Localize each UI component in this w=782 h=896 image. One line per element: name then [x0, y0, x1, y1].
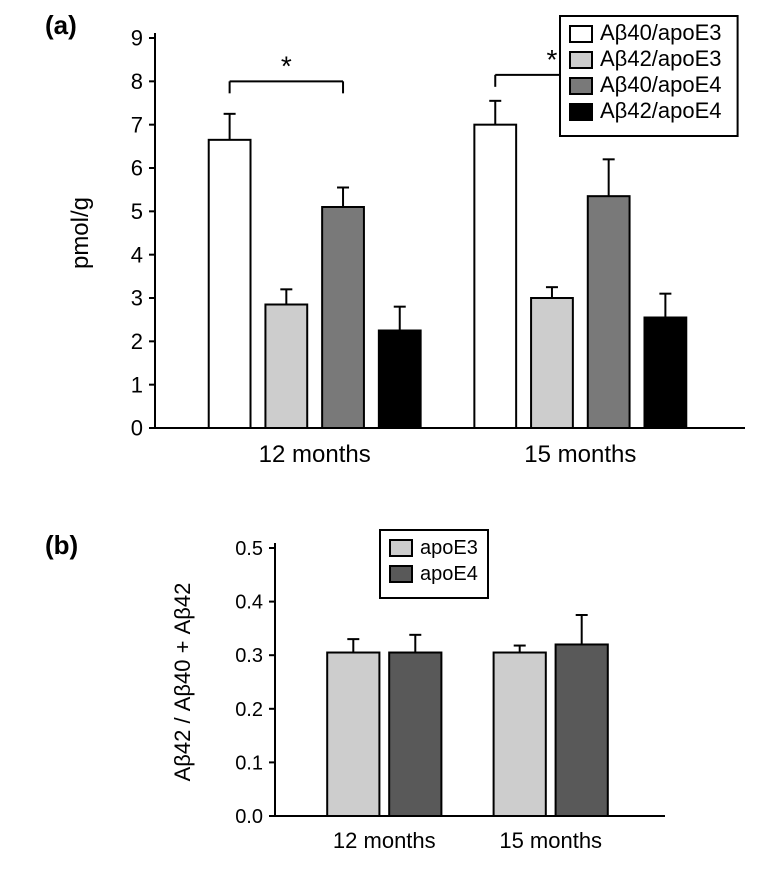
bar	[379, 331, 421, 429]
category-label: 15 months	[524, 441, 636, 468]
bar	[644, 318, 686, 429]
y-tick-label: 2	[131, 329, 143, 354]
y-tick-label: 3	[131, 286, 143, 311]
y-tick-label: 5	[131, 199, 143, 224]
legend-swatch	[570, 104, 592, 120]
bar	[474, 125, 516, 428]
legend-label: Aβ40/apoE4	[600, 72, 722, 97]
legend-label: Aβ42/apoE3	[600, 46, 722, 71]
panel-a-chart: (a) 0 1 2 3 4 5 6 7 8 9 pmol/g 12 months 15 months * * A…	[40, 8, 760, 498]
legend-label: apoE4	[420, 563, 478, 585]
category-label: 12 months	[259, 441, 371, 468]
legend-swatch	[390, 540, 412, 556]
bar	[389, 653, 441, 816]
significance-marker: *	[281, 50, 292, 81]
legend-label: Aβ40/apoE3	[600, 20, 722, 45]
y-tick-label: 1	[131, 372, 143, 397]
bar	[209, 140, 251, 428]
y-tick-label: 6	[131, 156, 143, 181]
legend-label: apoE3	[420, 537, 478, 559]
y-tick-label: 9	[131, 26, 143, 51]
y-axis-label: Aβ42 / Aβ40 + Aβ42	[170, 583, 195, 782]
bar	[588, 196, 630, 428]
bar	[556, 644, 608, 816]
y-tick-label: 8	[131, 69, 143, 94]
y-tick-label: 7	[131, 112, 143, 137]
bar	[531, 298, 573, 428]
panel-tag: (b)	[45, 530, 78, 560]
y-tick-label: 0.3	[235, 645, 263, 667]
legend-swatch	[570, 26, 592, 42]
y-tick-label: 0.1	[235, 752, 263, 774]
bar	[327, 653, 379, 816]
legend-swatch	[570, 52, 592, 68]
y-tick-label: 0.4	[235, 592, 263, 614]
bar	[265, 305, 307, 429]
y-tick-label: 0	[131, 416, 143, 441]
y-tick-label: 0.5	[235, 538, 263, 560]
bar	[322, 207, 364, 428]
legend-swatch	[570, 78, 592, 94]
y-tick-label: 0.2	[235, 699, 263, 721]
bar	[494, 653, 546, 816]
panel-b-chart: (b) 0.0 0.1 0.2 0.3 0.4 0.5 Aβ42 / Aβ40 + Aβ42 1…	[40, 528, 760, 888]
category-label: 12 months	[333, 828, 436, 853]
panel-tag: (a)	[45, 10, 77, 40]
legend-label: Aβ42/apoE4	[600, 98, 722, 123]
legend-swatch	[390, 566, 412, 582]
category-label: 15 months	[499, 828, 602, 853]
significance-marker: *	[547, 44, 558, 75]
y-tick-label: 4	[131, 242, 143, 267]
y-tick-label: 0.0	[235, 806, 263, 828]
y-axis-label: pmol/g	[67, 197, 94, 269]
